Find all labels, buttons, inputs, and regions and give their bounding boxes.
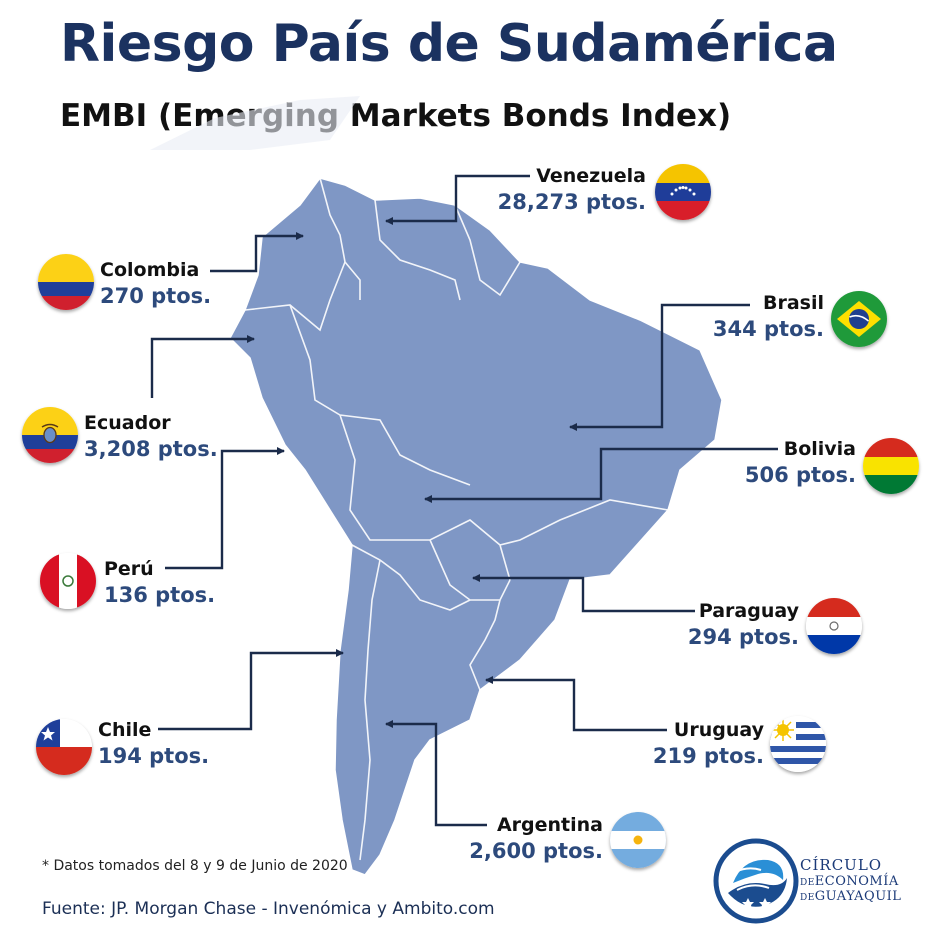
country-name-paraguay: Paraguay xyxy=(698,600,799,622)
logo-wordmark: CÍRCULO DEECONOMÍA DEGUAYAQUIL xyxy=(800,856,901,904)
country-value-brasil: 344 ptos. xyxy=(712,317,824,341)
country-value-peru: 136 ptos. xyxy=(104,583,216,607)
brasil-connector xyxy=(569,303,750,431)
country-label-ecuador: Ecuador 3,208 ptos. xyxy=(84,412,218,461)
page-title: Riesgo País de Sudamérica xyxy=(60,14,838,74)
country-name-colombia: Colombia xyxy=(100,259,200,281)
country-label-chile: Chile 194 ptos. xyxy=(98,719,209,768)
country-value-chile: 194 ptos. xyxy=(98,744,210,768)
country-name-ecuador: Ecuador xyxy=(84,412,171,434)
bolivia-connector xyxy=(424,447,778,503)
country-label-peru: Perú 136 ptos. xyxy=(104,558,215,607)
country-label-colombia: Colombia 270 ptos. xyxy=(100,259,211,308)
peru-flag-icon xyxy=(40,553,96,609)
background-landmass xyxy=(150,96,360,150)
country-value-bolivia: 506 ptos. xyxy=(744,463,856,487)
paraguay-connector xyxy=(472,574,695,613)
country-label-argentina: Argentina 2,600 ptos. xyxy=(455,814,603,863)
data-note: * Datos tomados del 8 y 9 de Junio de 20… xyxy=(42,858,348,874)
country-name-uruguay: Uruguay xyxy=(673,719,764,741)
logo-line-2-prefix: DE xyxy=(800,878,815,888)
colombia-flag-icon xyxy=(38,254,94,310)
country-name-venezuela: Venezuela xyxy=(536,165,646,187)
venezuela-flag-icon xyxy=(655,164,711,220)
ecuador-flag-icon xyxy=(22,407,78,463)
country-value-argentina: 2,600 ptos. xyxy=(469,839,603,863)
chile-connector xyxy=(158,649,344,731)
brasil-flag-icon xyxy=(831,291,887,347)
continent-shape xyxy=(229,177,723,876)
ecuador-connector xyxy=(150,335,255,398)
logo-line-3: DEGUAYAQUIL xyxy=(800,890,901,903)
country-value-paraguay: 294 ptos. xyxy=(687,625,799,649)
chile-flag-icon xyxy=(36,719,92,775)
country-label-paraguay: Paraguay 294 ptos. xyxy=(665,600,799,649)
country-value-ecuador: 3,208 ptos. xyxy=(84,437,218,461)
country-label-brasil: Brasil 344 ptos. xyxy=(680,292,824,341)
connector-lines xyxy=(150,174,778,827)
bolivia-flag-icon xyxy=(863,438,919,494)
venezuela-connector xyxy=(385,174,530,225)
country-name-brasil: Brasil xyxy=(762,292,824,314)
country-name-chile: Chile xyxy=(98,719,152,741)
page-subtitle: EMBI (Emerging Markets Bonds Index) xyxy=(60,98,732,134)
paraguay-flag-icon xyxy=(806,598,862,654)
country-label-uruguay: Uruguay 219 ptos. xyxy=(630,719,764,768)
country-label-venezuela: Venezuela 28,273 ptos. xyxy=(470,165,646,214)
circulo-economia-logo-icon xyxy=(713,838,799,924)
uruguay-connector xyxy=(485,676,667,732)
source-text: Fuente: JP. Morgan Chase - Invenómica y … xyxy=(42,899,495,919)
logo-line-2-main: ECONOMÍA xyxy=(814,874,899,889)
argentina-flag-icon xyxy=(610,812,666,868)
country-value-venezuela: 28,273 ptos. xyxy=(497,190,646,214)
country-value-uruguay: 219 ptos. xyxy=(652,744,764,768)
uruguay-flag-icon xyxy=(770,716,826,772)
logo-line-1: CÍRCULO xyxy=(800,856,883,874)
country-borders xyxy=(244,177,669,861)
country-name-bolivia: Bolivia xyxy=(783,438,856,460)
country-name-argentina: Argentina xyxy=(496,814,603,836)
logo-line-3-main: GUAYAQUIL xyxy=(814,889,902,904)
country-name-peru: Perú xyxy=(104,558,154,580)
colombia-connector xyxy=(210,232,304,273)
logo-line-3-prefix: DE xyxy=(800,893,815,903)
country-label-bolivia: Bolivia 506 ptos. xyxy=(720,438,856,487)
country-value-colombia: 270 ptos. xyxy=(100,284,212,308)
logo-line-2: DEECONOMÍA xyxy=(800,875,901,888)
argentina-connector xyxy=(385,720,487,827)
peru-connector xyxy=(165,447,285,570)
